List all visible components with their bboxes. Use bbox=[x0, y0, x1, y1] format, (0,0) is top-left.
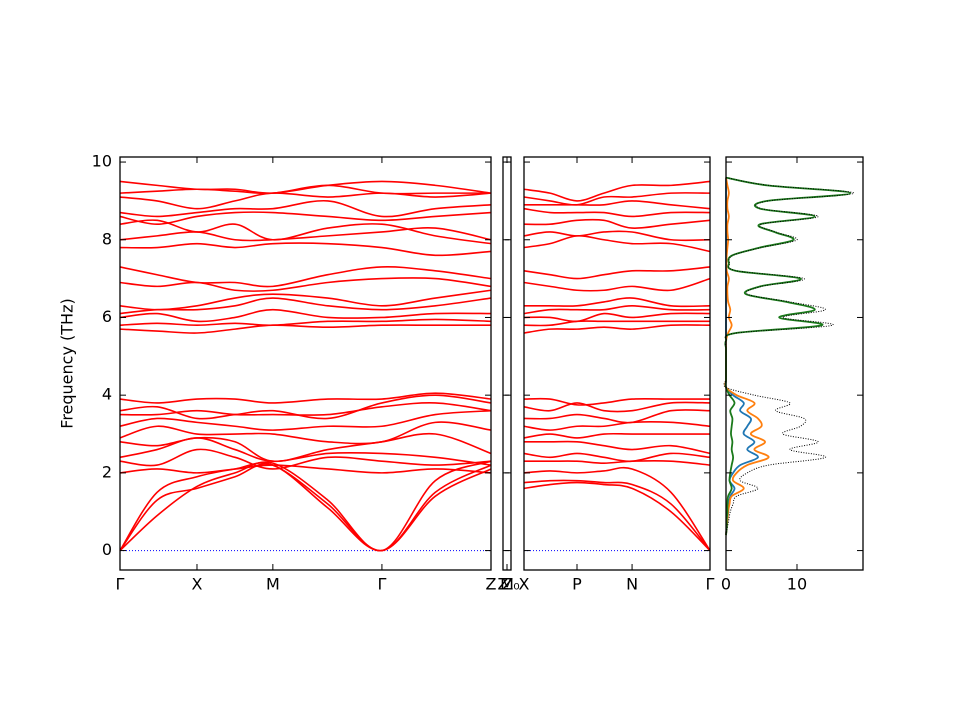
band bbox=[119, 409, 492, 431]
band bbox=[119, 242, 492, 257]
frame bbox=[502, 156, 512, 571]
band bbox=[523, 180, 711, 202]
y-tick-label: 4 bbox=[102, 385, 112, 404]
x-tick-label: Γ bbox=[377, 575, 386, 594]
band bbox=[119, 277, 492, 293]
band bbox=[119, 219, 492, 245]
band bbox=[119, 308, 492, 323]
band bbox=[119, 266, 492, 288]
x-tick-label: 0 bbox=[721, 575, 731, 594]
band bbox=[119, 289, 492, 311]
x-tick-label: P bbox=[572, 575, 582, 594]
band bbox=[523, 207, 711, 218]
band bbox=[523, 466, 711, 552]
y-tick-label: 10 bbox=[92, 152, 112, 171]
band bbox=[523, 218, 711, 229]
band bbox=[119, 464, 492, 474]
x-tick-label: Z bbox=[498, 575, 509, 594]
band bbox=[523, 432, 710, 439]
band bbox=[523, 234, 711, 253]
band bbox=[119, 324, 491, 334]
x-tick-label: Z bbox=[486, 575, 497, 594]
band bbox=[119, 463, 492, 552]
band bbox=[523, 409, 711, 424]
band bbox=[523, 266, 711, 280]
frame bbox=[725, 156, 864, 571]
band bbox=[119, 432, 492, 463]
band bbox=[119, 462, 492, 552]
band bbox=[524, 200, 711, 210]
x-tick-label: Γ bbox=[116, 575, 125, 594]
x-tick-label: Z₀ bbox=[502, 575, 519, 594]
y-tick-label: 2 bbox=[102, 462, 112, 481]
x-tick-label: X bbox=[191, 575, 202, 594]
y-tick-label: 8 bbox=[102, 229, 112, 248]
y-axis-label: Frequency (THz) bbox=[58, 298, 77, 428]
frame bbox=[523, 156, 711, 571]
band bbox=[119, 392, 492, 404]
band bbox=[119, 448, 492, 470]
band bbox=[119, 421, 492, 445]
frame bbox=[119, 156, 492, 571]
x-tick-label: Γ bbox=[706, 575, 715, 594]
band bbox=[119, 211, 492, 226]
x-tick-label: M bbox=[266, 575, 280, 594]
band bbox=[523, 277, 711, 292]
y-tick-label: 6 bbox=[102, 307, 112, 326]
dos-curve bbox=[724, 177, 770, 536]
dos-curve bbox=[724, 176, 852, 536]
band bbox=[523, 452, 711, 463]
band bbox=[523, 230, 711, 242]
band bbox=[119, 180, 492, 194]
band bbox=[523, 305, 711, 315]
dos-curve bbox=[723, 177, 855, 536]
band bbox=[523, 320, 710, 327]
band bbox=[119, 318, 492, 327]
band bbox=[524, 440, 711, 455]
band bbox=[524, 460, 711, 466]
band bbox=[523, 324, 711, 334]
band bbox=[523, 401, 711, 413]
band bbox=[523, 192, 711, 206]
band bbox=[523, 479, 711, 552]
band bbox=[119, 297, 492, 315]
band bbox=[119, 402, 492, 416]
band bbox=[119, 200, 492, 218]
x-tick-label: X bbox=[519, 575, 530, 594]
y-tick-label: 0 bbox=[102, 540, 112, 559]
x-tick-label: N bbox=[626, 575, 638, 594]
band bbox=[119, 460, 492, 552]
band bbox=[523, 481, 711, 552]
band bbox=[523, 297, 711, 308]
band bbox=[119, 192, 492, 210]
x-tick-label: 10 bbox=[787, 575, 807, 594]
band bbox=[523, 312, 711, 323]
band bbox=[523, 397, 710, 406]
band bbox=[119, 394, 492, 420]
x-tick-label: M bbox=[500, 575, 514, 594]
band bbox=[523, 421, 711, 431]
